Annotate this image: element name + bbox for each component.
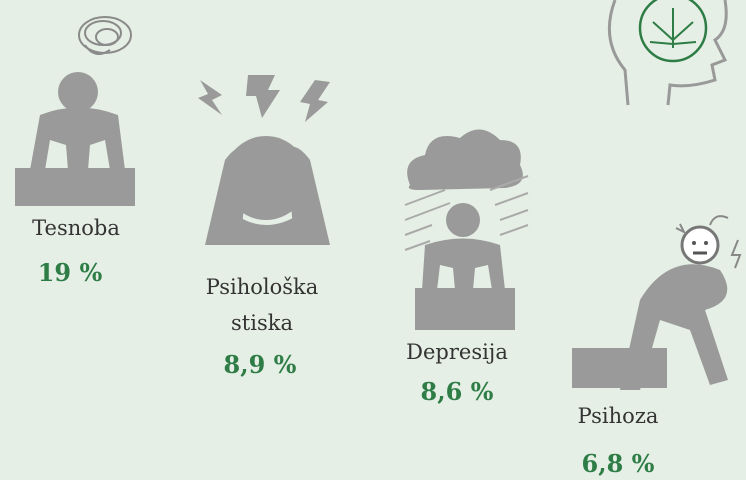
figure-anxiety (15, 16, 135, 206)
item-value: 8,6 % (420, 377, 494, 406)
item-label: Tesnoba (32, 216, 120, 240)
head-cannabis (607, 0, 728, 106)
item-value: 6,8 % (581, 449, 655, 478)
figure-psychosis (572, 215, 742, 390)
item-label: Depresija (406, 340, 508, 364)
figure-depression (404, 129, 529, 330)
item-label: Psihološka stiska (205, 275, 319, 335)
item-value: 19 % (37, 258, 103, 287)
item-label: Psihoza (577, 404, 659, 428)
item-value: 8,9 % (223, 350, 297, 379)
figure-distress (198, 75, 330, 245)
